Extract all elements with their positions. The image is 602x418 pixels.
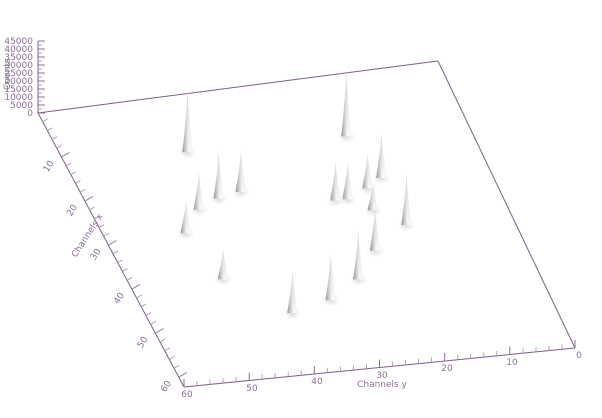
y-axis-tick-labels: 0 10 20 30 40 50 60 (181, 351, 582, 400)
x-axis: 10 20 30 40 50 60 Channels x (37, 112, 188, 394)
surface-peak (348, 230, 369, 287)
surface-peak (282, 271, 303, 321)
surface-peak (189, 171, 209, 218)
surface-peak (177, 87, 198, 160)
z-tick-label: 45000 (4, 37, 33, 47)
y-tick-label: 10 (506, 358, 518, 368)
surface-peak (213, 248, 234, 287)
plot-frame (37, 60, 576, 349)
surface-peak (208, 151, 229, 207)
z-tick-label: 40000 (4, 45, 33, 55)
z-tick-label: 0 (27, 109, 33, 119)
z-axis: 45000 40000 35000 30000 25000 20000 1500… (3, 37, 45, 119)
surface-peak (365, 206, 386, 259)
y-tick-label: 60 (181, 390, 193, 400)
x-tick-label: 60 (159, 379, 174, 394)
surface-peak (175, 201, 196, 242)
x-tick-label: 50 (136, 335, 151, 350)
surface-peak (231, 150, 251, 200)
surface-peak (336, 68, 357, 144)
y-tick-label: 50 (246, 384, 258, 394)
peaks-layer (175, 68, 417, 321)
z-tick-label: 10000 (4, 93, 33, 103)
z-tick-label: 30000 (4, 61, 33, 71)
x-axis-tick-labels: 10 20 30 40 50 60 (42, 159, 174, 394)
z-tick-label: 5000 (10, 101, 33, 111)
z-axis-tick-labels: 45000 40000 35000 30000 25000 20000 1500… (4, 37, 33, 119)
surface-peak (396, 174, 417, 233)
y-axis-ticks (183, 340, 576, 387)
y-tick-label: 20 (441, 364, 453, 374)
y-axis-title: Channels y (357, 380, 407, 390)
y-tick-label: 0 (576, 351, 582, 361)
x-axis-ticks (42, 118, 188, 378)
z-tick-label: 25000 (4, 69, 33, 79)
surface-peak (363, 182, 383, 218)
z-axis-title: Counts (3, 58, 13, 90)
y-tick-label: 40 (311, 377, 323, 387)
z-tick-label: 35000 (4, 53, 33, 63)
y-axis: 0 10 20 30 40 50 60 Channels y (181, 340, 582, 400)
z-axis-ticks (38, 40, 45, 114)
x-tick-label: 10 (42, 159, 57, 174)
x-tick-label: 20 (65, 203, 80, 218)
surface-peak (325, 160, 346, 209)
z-tick-label: 15000 (4, 85, 33, 95)
surface-peak (371, 131, 392, 186)
x-tick-label: 30 (89, 247, 104, 262)
z-tick-label: 20000 (4, 77, 33, 87)
x-tick-label: 40 (112, 291, 127, 306)
y-tick-label: 30 (376, 371, 388, 381)
surface-peak (320, 252, 341, 308)
